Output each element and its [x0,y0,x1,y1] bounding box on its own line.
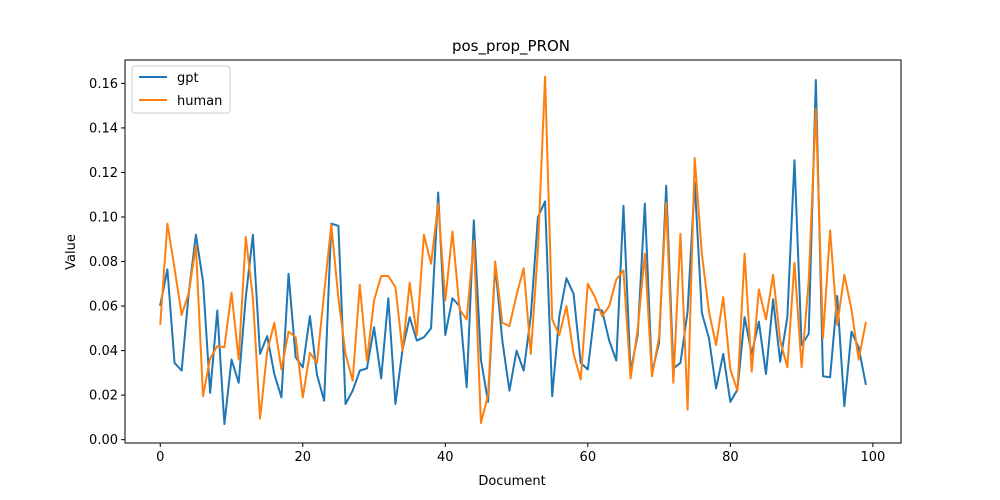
y-tick-label: 0.16 [89,77,118,92]
y-axis-label: Value [64,234,79,270]
x-tick-label: 0 [156,450,164,465]
y-tick-label: 0.00 [89,433,118,448]
y-tick-label: 0.12 [89,166,118,181]
y-tick-label: 0.02 [89,389,118,404]
x-tick-label: 100 [860,450,885,465]
plot-area [125,60,901,443]
series-layer [159,75,867,426]
y-axis: 0.00 0.02 0.04 0.06 0.08 0.10 0.12 0.14 0.16 [89,77,125,448]
x-tick-label: 20 [295,450,312,465]
y-tick-label: 0.04 [89,344,118,359]
y-tick-label: 0.06 [89,300,118,315]
x-tick-label: 40 [437,450,454,465]
x-tick-label: 60 [580,450,597,465]
y-tick-label: 0.08 [89,255,118,270]
plot-frame [124,59,902,444]
x-tick-label: 80 [722,450,739,465]
x-axis-label: Document [478,474,545,489]
x-axis: 0 20 40 60 80 100 [156,443,885,465]
chart-title: pos_prop_PRON [452,37,570,56]
y-tick-label: 0.10 [89,210,118,225]
series-line-gpt [159,79,867,426]
legend-label-human: human [177,94,222,109]
legend: gpt human [131,65,231,114]
series-line-human [159,75,867,424]
y-tick-label: 0.14 [89,121,118,136]
legend-label-gpt: gpt [177,71,199,86]
